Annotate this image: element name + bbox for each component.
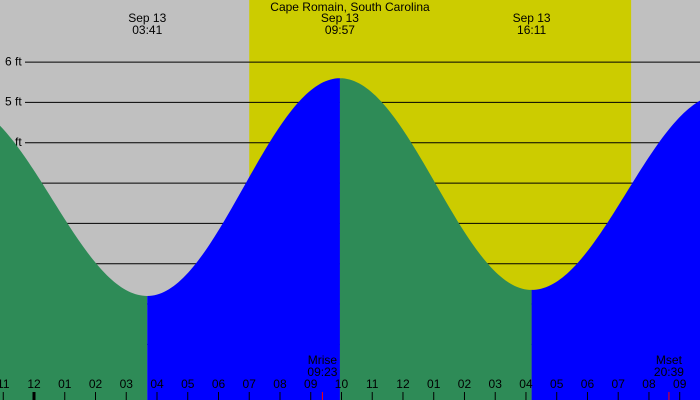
- x-tick-label: 07: [243, 377, 257, 391]
- x-tick-label: 06: [581, 377, 595, 391]
- x-tick-label: 05: [181, 377, 195, 391]
- x-tick-label: 01: [58, 377, 72, 391]
- extreme-time: 03:41: [132, 23, 162, 37]
- x-tick-label: 06: [212, 377, 226, 391]
- moon-label: Mrise: [308, 353, 338, 367]
- x-tick-label: 10: [335, 377, 349, 391]
- x-tick-label: 03: [120, 377, 134, 391]
- tide-area: [531, 100, 700, 400]
- x-tick-label: 09: [673, 377, 687, 391]
- x-tick-label: 11: [0, 377, 10, 391]
- x-tick-label: 12: [396, 377, 410, 391]
- y-tick-label: 5 ft: [5, 95, 22, 109]
- moon-time: 20:39: [654, 365, 684, 379]
- x-tick-label: 11: [366, 377, 379, 391]
- x-tick-label: 12: [27, 377, 41, 391]
- x-tick-label: 09: [304, 377, 318, 391]
- x-tick-label: 04: [519, 377, 533, 391]
- moon-time: 09:23: [307, 365, 337, 379]
- chart-title: Cape Romain, South Carolina: [270, 0, 430, 14]
- tide-area: [339, 78, 532, 400]
- x-tick-label: 03: [489, 377, 503, 391]
- moon-label: Mset: [656, 353, 683, 367]
- extreme-time: 09:57: [325, 23, 355, 37]
- x-tick-label: 02: [458, 377, 472, 391]
- x-tick-label: 05: [550, 377, 564, 391]
- x-tick-label: 02: [89, 377, 103, 391]
- x-tick-label: 07: [612, 377, 626, 391]
- tide-area: [0, 125, 148, 400]
- x-tick-label: 04: [150, 377, 164, 391]
- extreme-date: Sep 13: [513, 11, 551, 25]
- extreme-date: Sep 13: [128, 11, 166, 25]
- extreme-time: 16:11: [517, 23, 546, 37]
- x-tick-label: 01: [427, 377, 441, 391]
- extreme-date: Sep 13: [321, 11, 359, 25]
- x-tick-label: 08: [273, 377, 287, 391]
- x-tick-label: 08: [642, 377, 656, 391]
- tide-area: [147, 78, 340, 400]
- y-tick-label: 6 ft: [5, 54, 22, 68]
